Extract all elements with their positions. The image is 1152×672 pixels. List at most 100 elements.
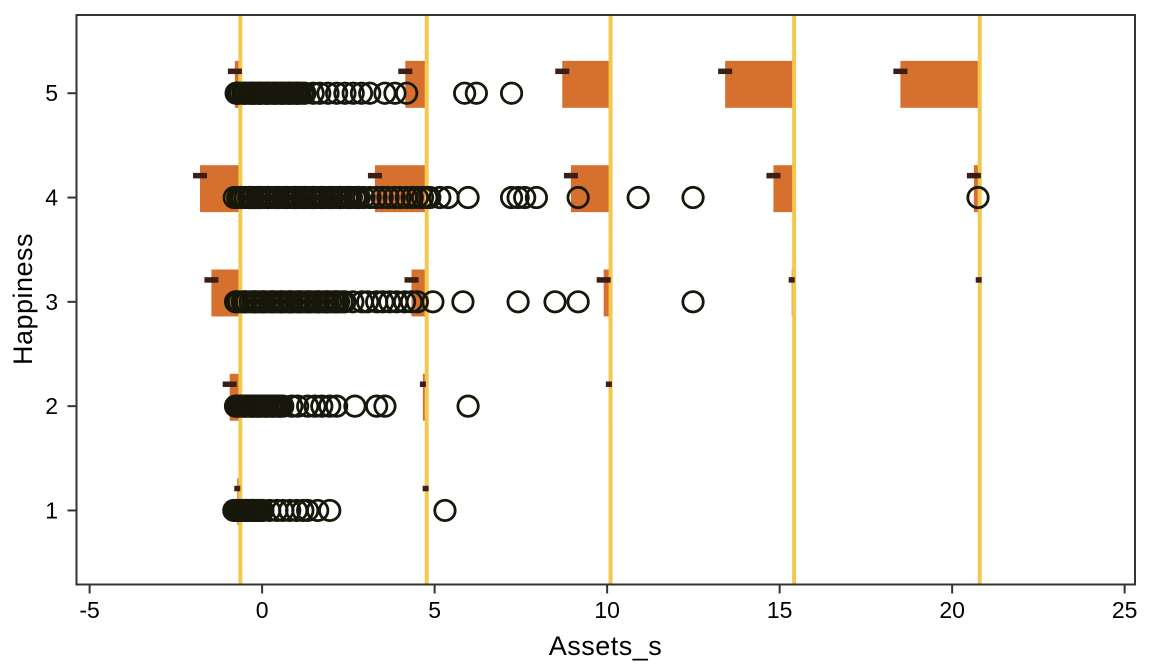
data-point (296, 394, 320, 418)
data-point (316, 81, 340, 105)
data-point (393, 290, 417, 314)
data-point (349, 81, 374, 105)
y-tick-label: 4 (45, 185, 58, 211)
dash-marker (718, 68, 733, 75)
dash-marker (404, 277, 419, 283)
histogram-bar (900, 60, 980, 108)
x-tick-label: -5 (79, 597, 99, 623)
y-tick-label: 5 (45, 80, 58, 106)
data-point (966, 185, 990, 210)
data-point (376, 185, 400, 210)
data-point (301, 81, 325, 105)
data-point (358, 185, 382, 210)
data-point (395, 81, 419, 105)
x-tick-label: 0 (256, 597, 269, 623)
data-point (370, 185, 394, 210)
histogram-bar (603, 269, 611, 317)
data-point (428, 185, 452, 210)
data-point (681, 185, 705, 210)
dash-marker (563, 172, 578, 179)
dash-marker (204, 277, 219, 283)
data-point (341, 81, 365, 105)
data-point (308, 81, 332, 105)
y-tick-label: 2 (45, 393, 58, 419)
data-point (364, 185, 388, 210)
data-point (451, 290, 475, 314)
data-point (333, 290, 357, 314)
data-point (382, 185, 406, 210)
data-point (513, 185, 537, 210)
data-point (296, 498, 320, 523)
data-point (356, 290, 380, 314)
data-point (433, 498, 457, 523)
data-point (293, 81, 317, 105)
dash-marker (234, 485, 241, 492)
data-point (566, 185, 590, 210)
data-point (453, 81, 477, 105)
dash-marker (596, 277, 611, 283)
y-tick-label: 1 (45, 497, 58, 523)
dash-marker (893, 68, 908, 75)
dash-marker (555, 68, 570, 75)
data-point (365, 394, 389, 418)
histogram-bar (773, 165, 795, 213)
data-point (499, 81, 524, 105)
dash-marker (367, 172, 382, 179)
data-point (506, 290, 530, 314)
dash-marker (422, 485, 429, 492)
data-point (388, 185, 412, 210)
dash-marker (766, 172, 781, 179)
data-point (278, 498, 302, 523)
data-point (421, 290, 445, 314)
data-point (286, 394, 310, 418)
plot-border (75, 14, 1136, 586)
histogram-bar (562, 60, 611, 108)
dash-marker (222, 381, 237, 387)
data-point (271, 394, 295, 418)
dash-marker (227, 68, 242, 75)
x-tick-label: 5 (428, 597, 441, 623)
data-point (456, 185, 480, 210)
data-point (524, 185, 549, 210)
data-point (325, 394, 349, 418)
data-point (352, 185, 376, 210)
data-point (626, 185, 650, 210)
dash-marker (975, 277, 982, 283)
data-point (341, 290, 365, 314)
dash-marker (605, 381, 612, 387)
data-point (306, 498, 330, 523)
data-point (464, 81, 488, 105)
data-point (318, 394, 342, 418)
x-tick-label: 10 (594, 597, 620, 623)
data-point (543, 290, 567, 314)
data-point (310, 394, 334, 418)
x-tick-label: 20 (939, 597, 965, 623)
dash-marker (398, 68, 413, 75)
data-point (280, 394, 304, 418)
dash-marker (419, 381, 426, 387)
x-tick-label: 15 (767, 597, 793, 623)
data-point (333, 81, 357, 105)
data-point (373, 394, 397, 418)
data-point (681, 290, 705, 314)
data-point (456, 394, 480, 418)
data-point (383, 81, 407, 105)
dash-marker (966, 172, 981, 179)
data-point (418, 185, 442, 210)
dash-marker (788, 277, 795, 283)
x-tick-label: 25 (1112, 597, 1138, 623)
dash-marker (193, 172, 208, 179)
y-tick-label: 3 (45, 289, 58, 315)
y-axis-title: Happiness (8, 232, 38, 366)
data-point (405, 290, 429, 314)
data-point (318, 498, 342, 523)
x-axis-title: Assets_s (548, 631, 663, 661)
data-point (325, 81, 349, 105)
data-point (566, 290, 590, 314)
histogram-bar (725, 60, 795, 108)
data-point (499, 185, 524, 210)
data-point (358, 81, 382, 105)
data-point (506, 185, 530, 210)
